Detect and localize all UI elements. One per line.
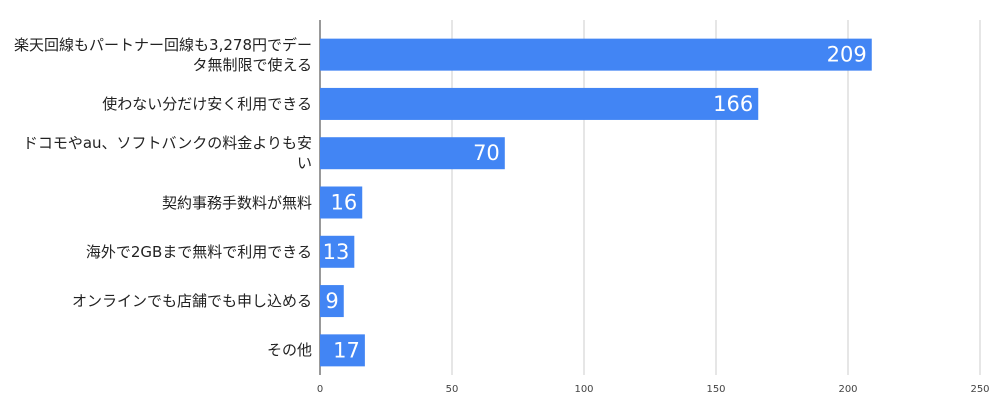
y-tick-label: 契約事務手数料が無料 (161, 193, 312, 212)
bar (320, 334, 365, 367)
value-label: 13 (323, 240, 350, 264)
value-label: 70 (473, 141, 500, 165)
bar (320, 186, 363, 219)
bar (320, 137, 505, 170)
value-label: 209 (827, 43, 867, 67)
x-tick-label: 150 (706, 384, 725, 395)
x-tick-label: 200 (838, 384, 857, 395)
value-label: 9 (325, 289, 338, 313)
x-tick-label: 250 (970, 384, 989, 395)
value-label: 166 (713, 92, 753, 116)
bar (320, 235, 355, 268)
x-tick-label: 0 (317, 384, 323, 395)
y-tick-label: 楽天回線もパートナー回線も3,278円でデータ無制限で使える (14, 35, 312, 74)
x-tick-label: 50 (446, 384, 459, 395)
y-tick-label: オンラインでも店舗でも申し込める (71, 292, 312, 311)
bar (320, 285, 344, 318)
y-tick-label: 使わない分だけ安く利用できる (102, 94, 312, 113)
x-tick-label: 100 (574, 384, 593, 395)
value-label: 16 (331, 191, 358, 215)
y-tick-label: その他 (266, 341, 312, 360)
y-tick-label: 海外で2GBまで無料で利用できる (85, 242, 312, 261)
value-label: 17 (333, 338, 360, 362)
bar (320, 87, 759, 120)
y-tick-label: ドコモやau、ソフトバンクの料金よりも安い (22, 134, 312, 173)
bar (320, 38, 872, 71)
